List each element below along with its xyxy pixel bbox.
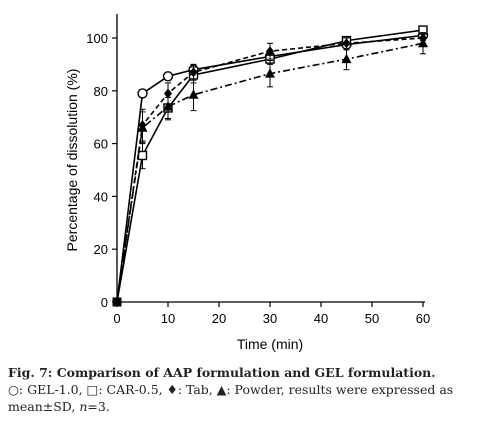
data-point xyxy=(163,101,173,111)
series-3-triangle-filled xyxy=(112,32,428,307)
caption-n-value: =3. xyxy=(87,399,110,414)
caption-n-symbol: n xyxy=(79,399,88,414)
data-point xyxy=(188,89,199,99)
y-tick-label-40: 40 xyxy=(94,189,108,204)
x-tick-label-40: 40 xyxy=(314,311,328,326)
y-tick-label-100: 100 xyxy=(86,31,108,46)
data-point xyxy=(112,297,122,307)
data-point xyxy=(265,68,275,78)
data-point xyxy=(137,122,148,132)
x-tick-label-60: 60 xyxy=(416,311,430,326)
x-tick-label-20: 20 xyxy=(212,311,226,326)
x-axis-title: Time (min) xyxy=(237,336,303,352)
y-tick-label-80: 80 xyxy=(94,84,108,99)
y-axis-title: Percentage of dissolution (%) xyxy=(64,69,80,252)
data-point xyxy=(189,67,198,78)
y-tick-label-0: 0 xyxy=(101,295,108,310)
data-point xyxy=(137,150,148,161)
figure-caption: Fig. 7: Comparison of AAP formulation an… xyxy=(8,364,486,415)
y-tick-label-60: 60 xyxy=(94,137,108,152)
caption-title: Fig. 7: Comparison of AAP formulation an… xyxy=(8,365,436,380)
x-tick-label-50: 50 xyxy=(365,311,379,326)
data-point xyxy=(341,53,352,64)
y-tick-label-20: 20 xyxy=(94,242,108,257)
data-point xyxy=(137,88,148,99)
x-tick-label-10: 10 xyxy=(161,311,175,326)
axis-ticks: 0 10 20 30 40 50 60 0 20 40 60 80 100 xyxy=(86,31,430,326)
x-tick-label-0: 0 xyxy=(113,311,120,326)
data-point xyxy=(342,38,351,49)
caption-body: ○: GEL-1.0, □: CAR-0.5, ♦: Tab, ▲: Powde… xyxy=(8,382,454,414)
x-tick-label-30: 30 xyxy=(263,311,277,326)
data-point xyxy=(162,71,174,82)
dissolution-chart: 0 10 20 30 40 50 60 0 20 40 60 80 100 Time (min) Per… xyxy=(64,14,430,352)
data-point xyxy=(266,46,274,57)
series-layer xyxy=(112,25,429,307)
data-point xyxy=(418,37,428,48)
